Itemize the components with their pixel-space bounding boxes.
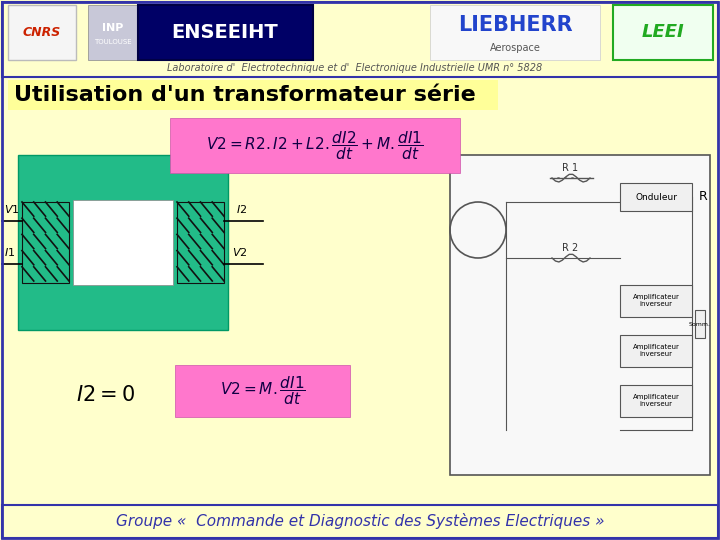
Text: LEEI: LEEI	[642, 23, 685, 41]
Bar	[695, 310, 705, 338]
Bar	[620, 335, 692, 367]
Bar	[620, 285, 692, 317]
Text: TOULOUSE: TOULOUSE	[94, 39, 132, 45]
Text: R: R	[698, 191, 707, 204]
Text: Somm.: Somm.	[689, 321, 711, 327]
Bar	[613, 5, 713, 60]
Text: Utilisation d'un transformateur série: Utilisation d'un transformateur série	[14, 85, 476, 105]
Bar	[22, 202, 69, 283]
Text: $I1$: $I1$	[4, 246, 15, 258]
Bar	[138, 5, 313, 60]
Text: Aerospace: Aerospace	[490, 43, 541, 53]
Bar	[170, 118, 460, 173]
Text: Laboratoire d'  Electrotechnique et d'  Electronique Industrielle UMR n° 5828: Laboratoire d' Electrotechnique et d' El…	[167, 63, 543, 73]
Bar	[8, 80, 498, 110]
Text: Amplificateur
inverseur: Amplificateur inverseur	[633, 345, 680, 357]
Text: ENSEEIHT: ENSEEIHT	[171, 23, 279, 42]
Text: LIEBHERR: LIEBHERR	[458, 15, 572, 35]
Text: $I2$: $I2$	[236, 203, 247, 215]
Text: R 1: R 1	[562, 163, 578, 173]
Bar	[88, 5, 138, 60]
Text: $V2$: $V2$	[232, 246, 248, 258]
Bar	[175, 365, 350, 417]
Text: CNRS: CNRS	[23, 25, 61, 38]
Bar	[18, 155, 228, 330]
Text: Amplificateur
inverseur: Amplificateur inverseur	[633, 395, 680, 408]
Bar	[2, 505, 718, 538]
Text: Onduleur: Onduleur	[635, 192, 677, 201]
Bar	[8, 5, 76, 60]
Bar	[177, 202, 224, 283]
Bar	[620, 183, 692, 211]
Text: Groupe «  Commande et Diagnostic des Systèmes Electriques »: Groupe « Commande et Diagnostic des Syst…	[116, 513, 604, 529]
Bar	[620, 385, 692, 417]
Bar	[450, 155, 710, 475]
Text: $I2 = 0$: $I2 = 0$	[76, 385, 135, 405]
Text: R 2: R 2	[562, 243, 578, 253]
Text: $V2 = M.\dfrac{dI1}{dt}$: $V2 = M.\dfrac{dI1}{dt}$	[220, 375, 305, 407]
Bar	[430, 5, 600, 60]
Bar	[2, 2, 718, 77]
Text: INP: INP	[102, 23, 124, 33]
Text: $V2 = R2.I2 + L2.\dfrac{dI2}{dt} + M.\dfrac{dI1}{dt}$: $V2 = R2.I2 + L2.\dfrac{dI2}{dt} + M.\df…	[207, 129, 423, 162]
Text: $V1$: $V1$	[4, 203, 19, 215]
Text: Amplificateur
inverseur: Amplificateur inverseur	[633, 294, 680, 307]
Bar	[73, 200, 173, 285]
